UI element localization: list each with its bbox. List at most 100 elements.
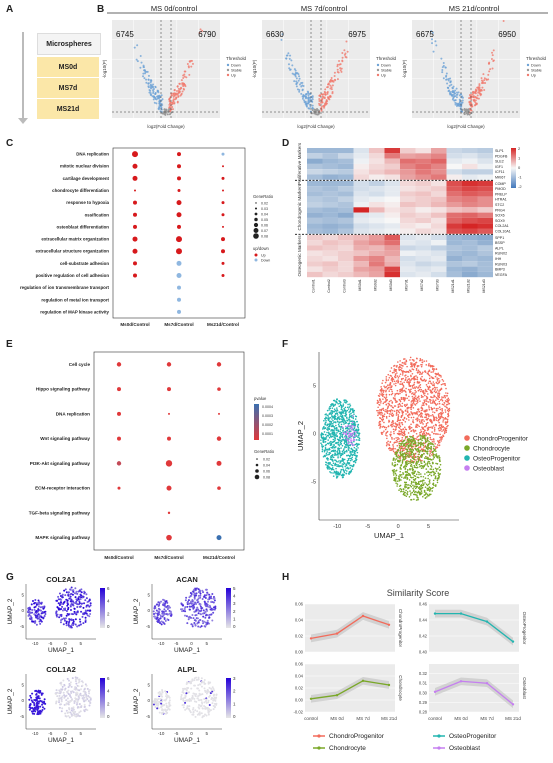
umap-point [417, 415, 420, 417]
umap-point [405, 489, 407, 492]
umap-point [438, 466, 441, 469]
umap-point [433, 368, 436, 370]
umap-point [414, 470, 416, 473]
umap-point [335, 477, 338, 479]
dotplot-size-legend-label: 0.04 [261, 213, 268, 217]
umap-point [326, 434, 329, 437]
umap-point [381, 382, 383, 384]
umap-point [410, 408, 412, 411]
umap-point [415, 361, 418, 364]
umap-point [404, 471, 407, 473]
umap-point [399, 408, 402, 411]
umap-point [381, 392, 383, 395]
umap-point [380, 394, 382, 396]
volcano-point [445, 72, 448, 75]
umap-point [412, 455, 414, 458]
volcano-point [173, 94, 176, 97]
feature-point [78, 600, 81, 603]
heatmap-cell [462, 158, 478, 164]
umap-point [405, 444, 408, 446]
volcano-point [309, 96, 312, 99]
umap-point [409, 384, 412, 387]
umap-point [423, 401, 426, 404]
umap-point [329, 467, 332, 470]
umap-point [380, 414, 382, 416]
umap-point [344, 422, 347, 425]
volcano-point [298, 90, 301, 93]
feature-point [30, 603, 33, 606]
umap-point [426, 385, 429, 388]
heatmap-gene-label: ICF11 [495, 170, 505, 174]
volcano-point [487, 73, 490, 76]
heatmap-gene-label: PDGFB [495, 154, 508, 158]
volcano-point [478, 84, 481, 87]
umap-point [403, 492, 405, 495]
heatmap-cell [400, 271, 416, 278]
umap-point [340, 408, 343, 411]
heatmap-cell [338, 212, 354, 218]
umap-point [413, 442, 415, 445]
umap-point [404, 410, 407, 412]
feature-point [76, 599, 79, 602]
umap-point [385, 411, 388, 413]
heatmap-cell [322, 271, 338, 278]
heatmap-cell [369, 207, 385, 213]
umap-point [405, 474, 408, 477]
umap-point [329, 416, 332, 419]
volcano-point [139, 54, 142, 57]
umap-point [349, 457, 351, 460]
umap-point [338, 421, 340, 423]
volcano-point [175, 89, 178, 92]
umap-point [388, 376, 391, 379]
umap-point [430, 466, 433, 468]
volcano-point [453, 99, 456, 102]
umap-point [345, 463, 348, 465]
volcano-point [175, 97, 178, 100]
umap-point [409, 379, 411, 382]
volcano-point-stable [167, 109, 170, 112]
heatmap-cell [415, 169, 431, 175]
feature-point [82, 622, 85, 625]
volcano-point [178, 82, 181, 85]
dotplot-size-legend-label: 0.06 [261, 224, 268, 228]
umap-point [436, 444, 439, 446]
umap-point [380, 386, 382, 388]
umap-point [429, 468, 432, 470]
volcano-point [297, 79, 300, 82]
heatmap-cell [322, 186, 338, 192]
umap-point [406, 450, 409, 452]
umap-point [401, 391, 403, 393]
umap-point [335, 472, 337, 474]
volcano-point [293, 68, 296, 71]
umap-point [411, 412, 414, 415]
volcano-point [336, 63, 339, 66]
umap-point [325, 452, 328, 455]
heatmap-cell [322, 217, 338, 224]
umap-point [406, 408, 408, 410]
volcano-point [158, 105, 161, 108]
heatmap-cell [353, 228, 369, 234]
umap-point [338, 443, 340, 446]
go-term-dot [221, 213, 225, 217]
umap-point [443, 431, 446, 433]
umap-point [398, 405, 400, 408]
umap-point [385, 444, 388, 447]
feature-point [82, 613, 85, 616]
umap-point [427, 483, 430, 486]
go-term-dot [221, 176, 225, 180]
heatmap-cell [431, 148, 447, 154]
umap-point [340, 423, 343, 426]
umap-point [384, 428, 387, 431]
umap-point [424, 410, 426, 413]
umap-point [321, 445, 323, 448]
umap-point [340, 460, 342, 462]
heatmap-cell [369, 158, 385, 164]
feature-point [186, 601, 189, 604]
volcano-point [339, 67, 342, 70]
umap-point [381, 420, 384, 422]
feature-point [162, 621, 165, 624]
volcano-point [468, 97, 471, 100]
umap-point [410, 411, 412, 413]
volcano-point [300, 92, 303, 95]
umap-point [334, 439, 336, 441]
